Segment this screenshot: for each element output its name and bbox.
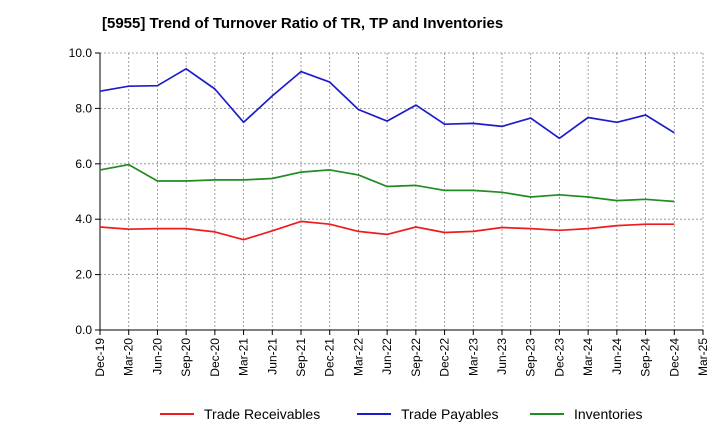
x-tick-label: Mar-24 xyxy=(581,338,595,376)
x-tick-label: Jun-24 xyxy=(610,338,624,375)
series-lines xyxy=(99,67,675,241)
x-tick-label: Mar-25 xyxy=(696,338,710,376)
x-tick-label: Dec-23 xyxy=(552,338,566,377)
x-tick-label: Mar-20 xyxy=(122,338,136,376)
x-tick-label: Mar-21 xyxy=(237,338,251,376)
y-tick-label: 2.0 xyxy=(75,268,92,282)
legend: Trade Receivables Trade Payables Inventori… xyxy=(160,406,642,422)
x-tick-label: Jun-20 xyxy=(150,338,164,375)
x-tick-label: Jun-21 xyxy=(265,338,279,375)
series-line-trade-payables xyxy=(99,67,675,140)
axes: 0.0 2.0 4.0 6.0 8.0 10.0 Dec-19 Mar-20 Jun-20 Sep… xyxy=(69,46,710,377)
x-tick-label: Sep-21 xyxy=(294,338,308,377)
x-tick-label: Jun-23 xyxy=(495,338,509,375)
grid-lines xyxy=(99,52,704,331)
x-tick-label: Mar-23 xyxy=(466,338,480,376)
x-tick-label: Sep-22 xyxy=(409,338,423,377)
x-tick-label: Sep-20 xyxy=(179,338,193,377)
legend-label-inventories: Inventories xyxy=(574,406,642,422)
x-tick-label: Jun-22 xyxy=(380,338,394,375)
series-line-trade-receivables xyxy=(99,220,675,241)
y-tick-label: 4.0 xyxy=(75,212,92,226)
x-tick-label: Dec-21 xyxy=(323,338,337,377)
series-line-inventories xyxy=(99,163,675,203)
x-tick-label: Sep-24 xyxy=(639,338,653,377)
chart-title: [5955] Trend of Turnover Ratio of TR, TP… xyxy=(102,15,504,32)
legend-label-trade-receivables: Trade Receivables xyxy=(204,406,320,422)
y-tick-label: 6.0 xyxy=(75,157,92,171)
x-tick-label: Dec-24 xyxy=(667,338,681,377)
y-tick-label: 8.0 xyxy=(75,101,92,115)
x-tick-label: Dec-19 xyxy=(93,338,107,377)
x-tick-label: Dec-22 xyxy=(438,338,452,377)
y-tick-label: 0.0 xyxy=(75,323,92,337)
x-tick-label: Dec-20 xyxy=(208,338,222,377)
x-tick-label: Sep-23 xyxy=(524,338,538,377)
y-tick-label: 10.0 xyxy=(69,46,93,60)
legend-label-trade-payables: Trade Payables xyxy=(401,406,499,422)
x-tick-label: Mar-22 xyxy=(351,338,365,376)
